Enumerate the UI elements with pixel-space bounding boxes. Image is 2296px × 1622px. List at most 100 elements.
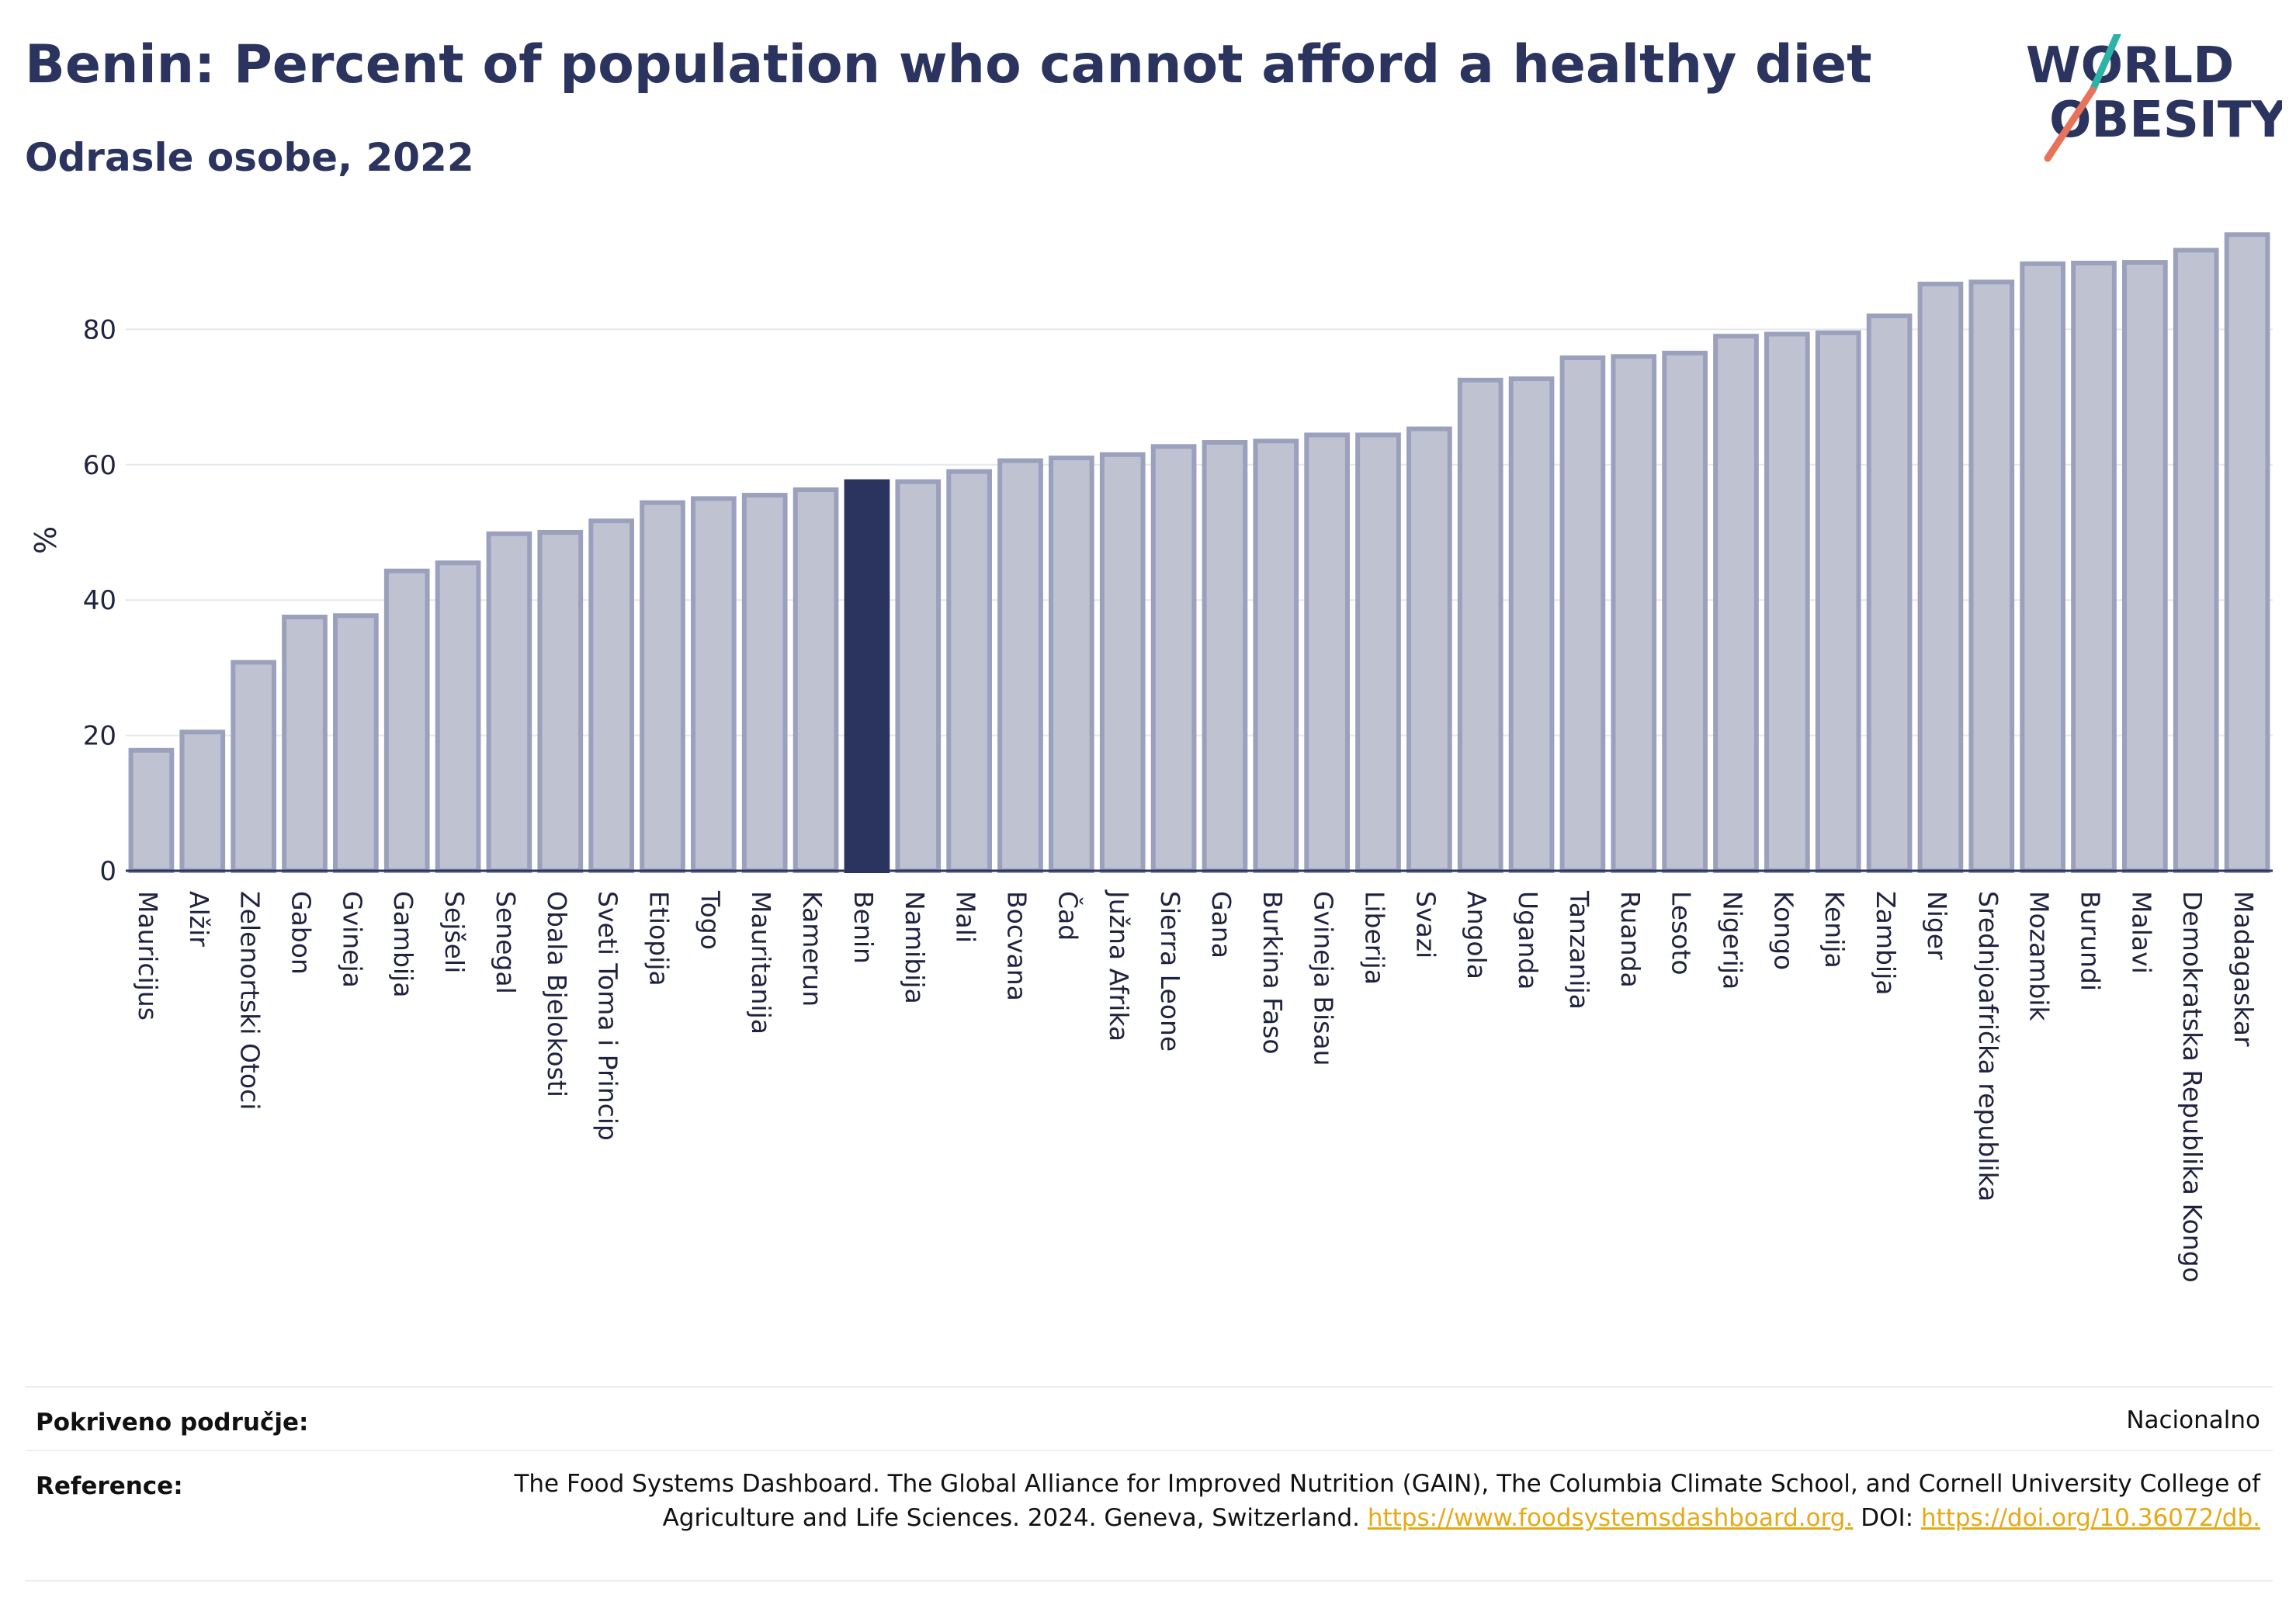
x-tick-label: Etiopija [644, 891, 675, 986]
bar-burundi[interactable] [2071, 260, 2117, 874]
x-tick-label: Ruanda [1615, 891, 1646, 988]
x-tick-label: Sveti Toma i Princip [593, 891, 623, 1141]
logo-line1: WORLD [2026, 37, 2234, 95]
bar-čad[interactable] [1049, 456, 1094, 873]
x-tick-label: Čad [1053, 891, 1084, 941]
y-tick-label: 20 [83, 721, 116, 752]
bar-burkina-faso[interactable] [1253, 438, 1299, 873]
bar-liberija[interactable] [1355, 432, 1401, 873]
bar-gvineja[interactable] [333, 613, 379, 873]
bar-svazi[interactable] [1406, 426, 1452, 873]
bar-niger[interactable] [1917, 281, 1964, 873]
bar-demokratska-republika-kongo[interactable] [2173, 248, 2219, 874]
bar-angola[interactable] [1457, 377, 1503, 873]
x-tick-label: Senegal [491, 891, 521, 994]
footer-divider [25, 1386, 2273, 1388]
x-tick-label: Mauritanija [746, 891, 776, 1035]
bar-gabon[interactable] [282, 615, 328, 873]
x-tick-label: Gvineja [337, 891, 367, 988]
bar-lesoto[interactable] [1662, 350, 1708, 874]
y-axis-label: % [29, 526, 63, 554]
chart-subtitle: Odrasle osobe, 2022 [25, 135, 474, 180]
bar-zelenortski-otoci[interactable] [231, 660, 276, 873]
y-tick-label: 80 [83, 314, 116, 345]
bar-sejšeli[interactable] [435, 560, 481, 873]
x-tick-label: Bocvana [1002, 891, 1032, 1001]
tick-labels: 0 20 40 60 80% Mauricijus Alžir Zelenortski Oto… [29, 314, 2259, 1282]
bar-sierra-leone[interactable] [1150, 444, 1197, 873]
x-tick-label: Kamerun [797, 891, 827, 1007]
x-tick-label: Mozambik [2024, 891, 2055, 1021]
world-obesity-logo: WORLD OBESITY [2026, 34, 2282, 162]
bar-malavi[interactable] [2122, 260, 2168, 873]
x-tick-label: Madagaskar [2228, 891, 2259, 1047]
bar-kongo[interactable] [1764, 331, 1810, 873]
bar-južna-afrika[interactable] [1099, 452, 1146, 873]
bar-senegal[interactable] [486, 531, 532, 874]
bar-sveti-toma-i-princip[interactable] [588, 518, 634, 874]
x-tick-label: Mali [951, 891, 981, 943]
bar-mauritanija[interactable] [741, 493, 788, 873]
x-tick-label: Liberija [1360, 891, 1390, 985]
x-tick-label: Gabon [286, 891, 317, 975]
x-tick-label: Uganda [1513, 891, 1543, 989]
bar-namibija[interactable] [895, 479, 942, 873]
y-tick-label: 40 [83, 585, 116, 616]
x-tick-label: Kongo [1768, 891, 1798, 970]
bar-nigerija[interactable] [1713, 334, 1759, 873]
x-tick-label: Namibija [900, 891, 930, 1004]
x-tick-label: Malavi [2126, 891, 2156, 974]
x-tick-label: Svazi [1410, 891, 1441, 958]
x-tick-label: Burundi [2076, 891, 2106, 991]
gridlines [126, 328, 2273, 736]
bar-uganda[interactable] [1508, 376, 1555, 873]
x-tick-label: Zambija [1871, 891, 1901, 995]
y-tick-label: 60 [83, 450, 116, 481]
x-tick-label: Tanzanija [1564, 890, 1594, 1010]
bar-alžir[interactable] [179, 730, 226, 873]
bar-kenija[interactable] [1815, 330, 1861, 873]
x-tick-label: Gambija [388, 891, 418, 997]
reference-text: The Food Systems Dashboard. The Global A… [475, 1467, 2260, 1535]
coverage-value: Nacionalno [2126, 1406, 2260, 1434]
bar-mauricijus[interactable] [128, 747, 175, 873]
bar-tanzanija[interactable] [1559, 355, 1606, 873]
bar-obala-bjelokosti[interactable] [537, 530, 584, 873]
doi-link[interactable]: https://doi.org/10.36072/db. [1920, 1504, 2260, 1532]
x-tick-label: Gvineja Bisau [1309, 891, 1339, 1066]
footer-divider [25, 1450, 2273, 1451]
bar-mali[interactable] [946, 469, 992, 873]
dashboard-link[interactable]: https://www.foodsystemsdashboard.org. [1367, 1504, 1854, 1532]
bar-kamerun[interactable] [793, 487, 839, 874]
coverage-label: Pokriveno područje: [36, 1409, 309, 1437]
x-tick-label: Angola [1462, 891, 1492, 979]
bar-mozambik[interactable] [2020, 261, 2065, 874]
x-tick-label: Sejšeli [439, 891, 470, 973]
x-tick-label: Južna Afrika [1104, 889, 1134, 1041]
bar-madagaskar[interactable] [2224, 232, 2270, 873]
bar-chart: 0 20 40 60 80% Mauricijus Alžir Zelenortski Oto… [29, 232, 2273, 1283]
bar-benin[interactable] [844, 479, 890, 873]
x-tick-label: Zelenortski Otoci [235, 891, 265, 1110]
x-tick-label: Alžir [184, 891, 214, 947]
bar-togo[interactable] [691, 496, 737, 874]
y-tick-label: 0 [99, 856, 116, 887]
bar-gambija[interactable] [383, 568, 430, 873]
bar-srednjoafrička-republika[interactable] [1968, 279, 2015, 873]
bar-ruanda[interactable] [1611, 354, 1657, 873]
x-tick-label: Nigerija [1718, 891, 1748, 989]
reference-label: Reference: [36, 1472, 183, 1500]
x-tick-label: Mauricijus [133, 891, 163, 1021]
footer-divider [25, 1580, 2273, 1582]
bar-bocvana[interactable] [997, 458, 1043, 873]
bar-zambija[interactable] [1866, 313, 1913, 873]
x-tick-label: Lesoto [1667, 891, 1697, 976]
bar-gana[interactable] [1202, 440, 1248, 873]
x-tick-label: Benin [848, 891, 879, 964]
bar-etiopija[interactable] [640, 500, 685, 874]
logo-coral-slash [2044, 86, 2097, 162]
chart-title: Benin: Percent of population who cannot … [25, 34, 1872, 95]
bar-gvineja-bisau[interactable] [1304, 432, 1350, 873]
x-tick-label: Gana [1206, 891, 1236, 958]
logo-teal-slash [2089, 34, 2121, 94]
